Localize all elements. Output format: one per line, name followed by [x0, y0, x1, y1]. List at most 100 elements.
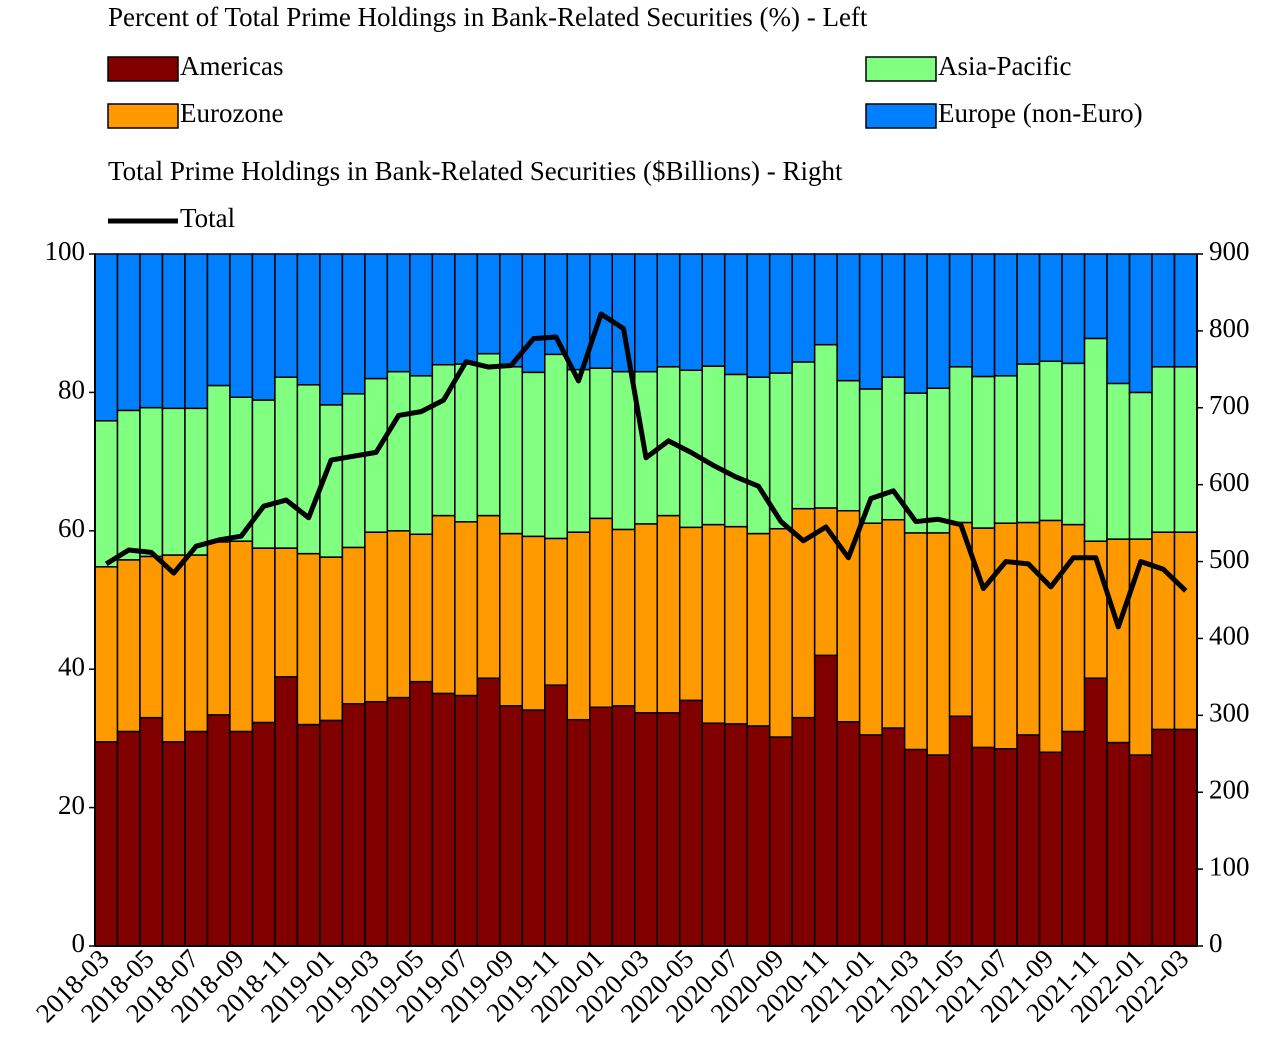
bar-segment: [139, 253, 164, 409]
y-tick-label: 100: [45, 236, 86, 266]
bar-segment: [993, 522, 1018, 750]
bar-segment: [1083, 677, 1108, 947]
bar-segment: [948, 715, 973, 947]
bar-segment: [1038, 360, 1063, 522]
legend-label: Eurozone: [180, 98, 283, 128]
y2-tick-label: 300: [1209, 698, 1250, 728]
bar-segment: [341, 253, 366, 395]
bar-segment: [1128, 391, 1153, 540]
bar-segment: [499, 253, 524, 368]
bar-segment: [476, 253, 501, 355]
bar-segment: [364, 700, 389, 947]
chart-title: Percent of Total Prime Holdings in Bank-…: [108, 2, 868, 32]
bar-segment: [791, 253, 816, 363]
bar-segment: [903, 253, 928, 394]
bar-segment: [836, 379, 861, 512]
bar-segment: [768, 253, 793, 374]
legend-label: Europe (non-Euro): [938, 98, 1143, 128]
bar-segment: [1128, 253, 1153, 394]
bar-segment: [521, 371, 546, 538]
bar-segment: [364, 531, 389, 703]
bar-segment: [94, 420, 119, 568]
bar-segment: [678, 699, 703, 947]
bar-segment: [409, 375, 434, 536]
bar-segment: [184, 253, 209, 410]
bar-segment: [1061, 362, 1086, 526]
bar-segment: [1151, 253, 1176, 368]
bar-segment: [589, 253, 614, 369]
bar-segment: [993, 375, 1018, 524]
bar-segment: [386, 696, 411, 947]
bar-segment: [1016, 521, 1041, 736]
bar-segment: [161, 554, 186, 743]
bar-segment: [229, 730, 254, 947]
y-tick-label: 20: [58, 790, 85, 820]
bar-segment: [1083, 337, 1108, 542]
bar-segment: [634, 523, 658, 714]
y2-tick-label: 0: [1209, 928, 1223, 958]
bar-segment: [701, 523, 726, 724]
bar-segment: [251, 721, 276, 947]
bar-segment: [768, 527, 793, 738]
bar-segment: [1173, 253, 1198, 368]
bar-segment: [94, 253, 119, 422]
bar-segment: [409, 533, 434, 683]
bar-segment: [139, 406, 164, 558]
bar-segment: [499, 366, 524, 535]
bar-segment: [229, 253, 254, 398]
legend-swatch: [107, 56, 179, 82]
bar-segment: [926, 253, 951, 389]
bar-segment: [521, 253, 546, 374]
bar-segment: [1173, 366, 1198, 533]
bar-segment: [813, 654, 838, 947]
bar-segment: [1128, 754, 1153, 947]
bar-segment: [993, 253, 1018, 377]
bar-segment: [274, 376, 299, 549]
bar-segment: [903, 532, 928, 751]
bar-segment: [386, 370, 411, 532]
legend-swatch: [865, 56, 937, 82]
bar-segment: [1061, 253, 1086, 365]
bar-segment: [454, 521, 479, 697]
total-line: [104, 311, 1188, 630]
bar-segment: [274, 547, 299, 678]
bar-segment: [926, 754, 951, 947]
bar-segment: [116, 730, 141, 947]
bar-segment: [701, 253, 726, 367]
bar-segment: [858, 734, 883, 947]
bar-segment: [836, 253, 861, 382]
bar-segment: [521, 709, 546, 947]
bar-segment: [1173, 728, 1198, 947]
bar-segment: [431, 514, 456, 695]
bar-segment: [836, 721, 861, 947]
y-tick-label: 80: [58, 375, 85, 405]
bar-segment: [858, 522, 883, 736]
bar-segment: [971, 375, 996, 529]
bar-segment: [296, 552, 321, 726]
bar-segment: [431, 692, 456, 947]
bar-segment: [566, 531, 591, 721]
bar-segment: [251, 253, 276, 401]
bar-segment: [251, 547, 276, 724]
bar-segment: [1128, 538, 1153, 756]
bar-segment: [1151, 366, 1176, 533]
bar-segment: [678, 253, 703, 372]
bar-segment: [611, 253, 636, 373]
bar-segment: [723, 525, 748, 725]
y2-tick-label: 700: [1209, 390, 1250, 420]
bar-segment: [94, 566, 119, 743]
bar-segment: [746, 376, 771, 535]
legend-label: Americas: [180, 51, 283, 81]
bar-segment: [521, 535, 546, 711]
bar-segment: [634, 712, 658, 947]
bar-segment: [364, 253, 389, 380]
legend-label: Total: [180, 203, 235, 233]
bar-segment: [611, 705, 636, 947]
y-tick-label: 0: [72, 928, 86, 958]
bar-segment: [454, 253, 479, 365]
bar-segment: [296, 384, 321, 555]
bar-segment: [296, 253, 321, 386]
y2-tick-label: 800: [1209, 313, 1250, 343]
bar-segment: [499, 705, 524, 947]
